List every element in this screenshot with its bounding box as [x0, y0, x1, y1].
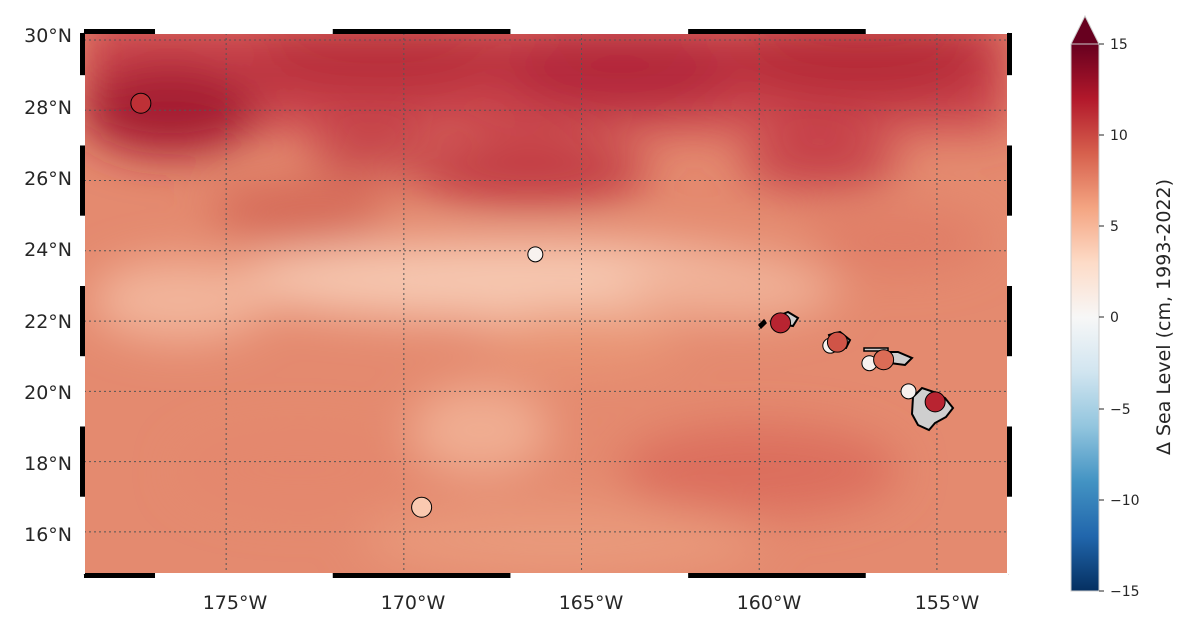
lon-label-170w: 170°W: [381, 592, 446, 614]
frame-segment-bottom: [865, 573, 1008, 578]
longitude-labels: 175°W 170°W 165°W 160°W 155°W: [203, 592, 980, 614]
colorbar-extend-arrow: [1070, 14, 1100, 45]
lat-label-20n: 20°N: [24, 382, 72, 404]
station-marker: [130, 92, 152, 114]
frame-segment-bottom: [84, 573, 156, 578]
cb-label-neg15: −15: [1110, 584, 1140, 600]
cb-label-10: 10: [1110, 128, 1128, 144]
lon-label-160w: 160°W: [737, 592, 802, 614]
station-marker: [873, 349, 895, 371]
lat-label-26n: 26°N: [24, 168, 72, 190]
lat-label-24n: 24°N: [24, 239, 72, 261]
station-marker: [924, 391, 946, 413]
latitude-labels: 16°N 18°N 20°N 22°N 24°N 26°N 28°N 30°N: [24, 25, 72, 546]
frame-segment-right: [1007, 285, 1012, 357]
map-frame: [80, 29, 1012, 578]
frame-segment-bottom: [510, 573, 689, 578]
cb-label-0: 0: [1110, 310, 1119, 326]
island-niihau: [758, 318, 767, 330]
frame-segment-left: [80, 75, 85, 146]
frame-segment-right: [1007, 215, 1012, 286]
frame-segment-left: [80, 33, 85, 76]
lat-label-18n: 18°N: [24, 453, 72, 475]
frame-segment-left: [80, 215, 85, 286]
cb-label-5: 5: [1110, 219, 1119, 235]
frame-segment-left: [80, 145, 85, 216]
colorbar-gradient: [1070, 43, 1100, 592]
colorbar-title: Δ Sea Level (cm, 1993-2022): [1153, 179, 1175, 455]
lat-label-16n: 16°N: [24, 524, 72, 546]
station-marker: [826, 331, 848, 353]
frame-segment-left: [80, 356, 85, 427]
colorbar-ticks: [1099, 43, 1104, 592]
frame-segment-right: [1007, 496, 1012, 574]
lat-label-30n: 30°N: [24, 25, 72, 47]
lon-label-165w: 165°W: [559, 592, 624, 614]
frame-segment-bottom: [332, 573, 511, 578]
cb-label-neg10: −10: [1110, 493, 1140, 509]
frame-segment-top: [155, 29, 333, 34]
frame-segment-right: [1007, 426, 1012, 497]
frame-segment-right: [1007, 145, 1012, 216]
station-marker: [411, 496, 433, 518]
colorbar: 15 10 5 0 −5 −10 −15 Δ Sea Level (cm, 19…: [1070, 14, 1175, 600]
lat-label-22n: 22°N: [24, 311, 72, 333]
frame-segment-bottom: [688, 573, 866, 578]
frame-segment-left: [80, 285, 85, 357]
frame-segment-top: [688, 29, 866, 34]
station-markers: [130, 92, 946, 518]
station-marker: [900, 383, 917, 400]
frame-segment-bottom: [155, 573, 333, 578]
cb-label-neg5: −5: [1110, 402, 1131, 418]
frame-segment-top: [865, 29, 1008, 34]
frame-segment-top: [510, 29, 689, 34]
frame-segment-left: [80, 496, 85, 574]
frame-segment-left: [80, 426, 85, 497]
cb-label-15: 15: [1110, 37, 1128, 53]
frame-segment-top: [332, 29, 511, 34]
map-gridlines: [84, 33, 1008, 574]
lon-label-175w: 175°W: [203, 592, 268, 614]
frame-segment-top: [84, 29, 156, 34]
frame-segment-right: [1007, 356, 1012, 427]
station-marker: [770, 312, 792, 334]
sea-level-field: [84, 33, 1008, 574]
lat-label-28n: 28°N: [24, 97, 72, 119]
lon-label-155w: 155°W: [915, 592, 980, 614]
frame-segment-right: [1007, 33, 1012, 76]
frame-segment-right: [1007, 75, 1012, 146]
station-marker: [527, 246, 544, 263]
